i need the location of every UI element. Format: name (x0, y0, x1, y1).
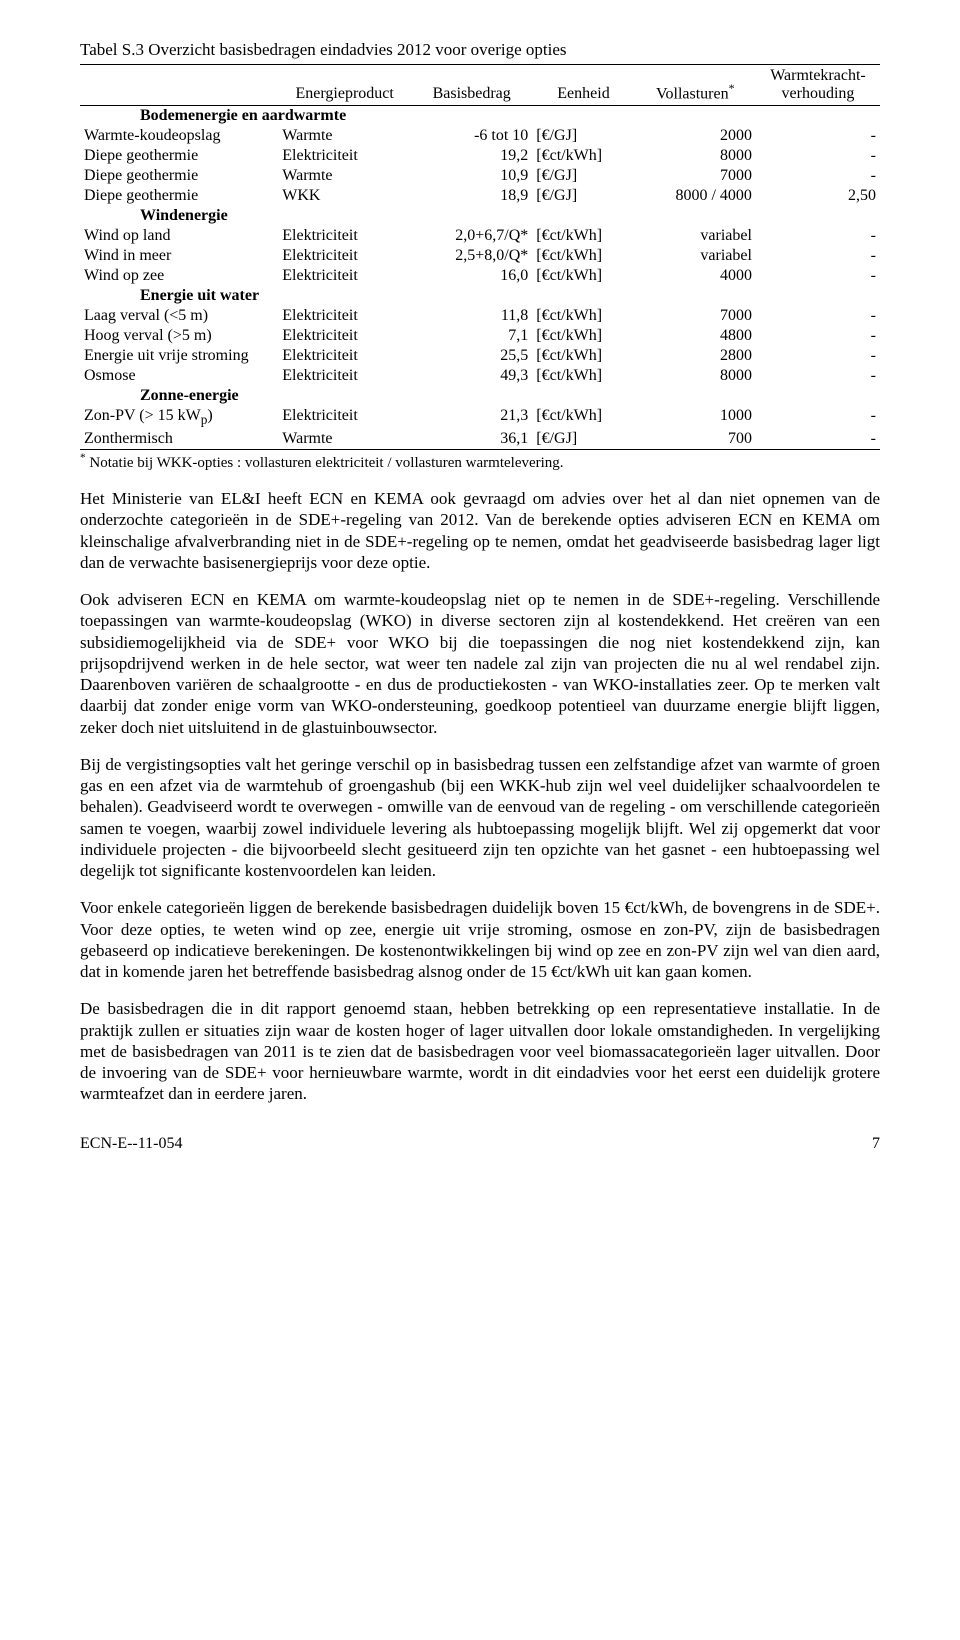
table-row: Hoog verval (>5 m)Elektriciteit7,1[€ct/k… (80, 326, 880, 346)
table-row: Wind op zeeElektriciteit16,0[€ct/kWh]400… (80, 266, 880, 286)
table-row: OsmoseElektriciteit49,3[€ct/kWh]8000- (80, 366, 880, 386)
table-footnote: * Notatie bij WKK-opties : vollasturen e… (80, 452, 880, 472)
table-row: Diepe geothermieElektriciteit19,2[€ct/kW… (80, 146, 880, 166)
col-head-energieproduct: Energieproduct (278, 65, 411, 106)
table-row: Laag verval (<5 m)Elektriciteit11,8[€ct/… (80, 306, 880, 326)
footer-doc-id: ECN-E--11-054 (80, 1135, 183, 1153)
table-row: Diepe geothermieWKK18,9[€/GJ]8000 / 4000… (80, 186, 880, 206)
data-table: Energieproduct Basisbedrag Eenheid Volla… (80, 64, 880, 450)
section-label: Windenergie (80, 206, 880, 226)
table-row: Wind in meerElektriciteit2,5+8,0/Q*[€ct/… (80, 246, 880, 266)
table-row: Energie uit vrije stromingElektriciteit2… (80, 346, 880, 366)
section-label: Zonne-energie (80, 386, 880, 406)
table-row: ZonthermischWarmte36,1[€/GJ]700- (80, 429, 880, 450)
body-paragraph: De basisbedragen die in dit rapport geno… (80, 998, 880, 1104)
table-row: Diepe geothermieWarmte10,9[€/GJ]7000- (80, 166, 880, 186)
body-paragraph: Bij de vergistingsopties valt het gering… (80, 754, 880, 882)
section-label: Bodemenergie en aardwarmte (80, 106, 880, 127)
body-paragraph: Voor enkele categorieën liggen de bereke… (80, 897, 880, 982)
table-row: Zon-PV (> 15 kWp)Elektriciteit21,3[€ct/k… (80, 406, 880, 429)
section-label: Energie uit water (80, 286, 880, 306)
table-row: Wind op landElektriciteit2,0+6,7/Q*[€ct/… (80, 226, 880, 246)
col-head-warmtekracht: Warmtekracht- verhouding (756, 65, 880, 106)
body-paragraph: Het Ministerie van EL&I heeft ECN en KEM… (80, 488, 880, 573)
col-head-vollasturen: Vollasturen* (635, 65, 756, 106)
col-head-eenheid: Eenheid (532, 65, 634, 106)
body-paragraph: Ook adviseren ECN en KEMA om warmte-koud… (80, 589, 880, 738)
col-head-basisbedrag: Basisbedrag (411, 65, 532, 106)
table-caption: Tabel S.3 Overzicht basisbedragen eindad… (80, 40, 880, 60)
footer-page-number: 7 (872, 1135, 880, 1153)
table-row: Warmte-koudeopslagWarmte-6 tot 10[€/GJ]2… (80, 126, 880, 146)
